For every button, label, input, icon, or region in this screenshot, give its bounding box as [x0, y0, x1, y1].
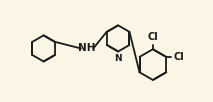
Text: NH: NH — [78, 43, 96, 53]
Text: Cl: Cl — [173, 52, 184, 62]
Text: N: N — [114, 54, 122, 63]
Text: Cl: Cl — [148, 32, 158, 42]
